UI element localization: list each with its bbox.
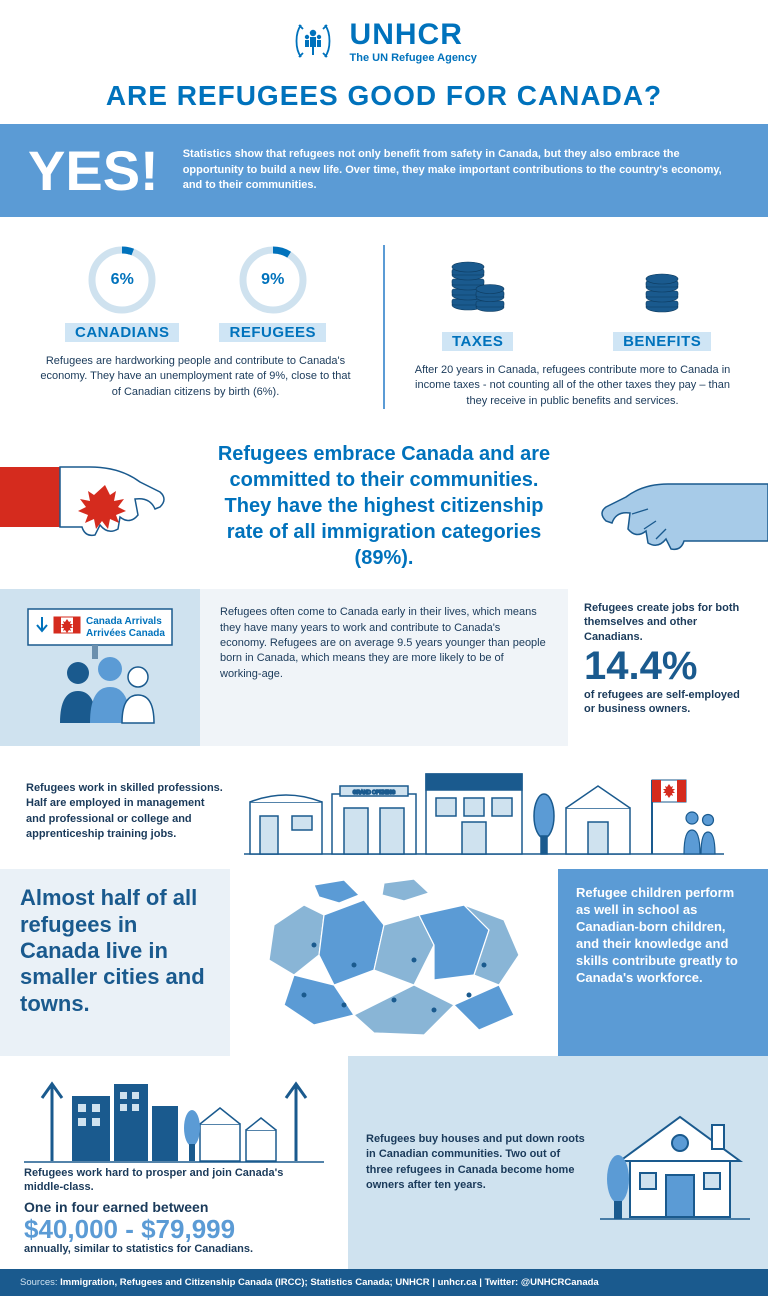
main-title: ARE REFUGEES GOOD FOR CANADA?: [0, 74, 768, 124]
intro-text: Statistics show that refugees not only b…: [183, 147, 740, 193]
skilled-professions-text: Refugees work in skilled professions. Ha…: [26, 781, 226, 843]
bottom-row: Refugees work hard to prosper and join C…: [0, 1056, 768, 1269]
benefits-col: BENEFITS: [592, 245, 732, 351]
homeowner-panel: Refugees buy houses and put down roots i…: [348, 1056, 768, 1269]
org-subtitle: The UN Refugee Agency: [350, 52, 477, 64]
city-town-icon: [24, 1066, 324, 1166]
self-employed-top: Refugees create jobs for both themselves…: [584, 601, 752, 644]
taxes-stats: TAXES BENEFITS After 20 years in Canada,…: [385, 245, 732, 409]
house-icon: [600, 1103, 750, 1223]
self-employed-pct: 14.4%: [584, 646, 752, 686]
taxes-col: TAXES: [413, 245, 542, 351]
self-employed-panel: Refugees create jobs for both themselves…: [568, 589, 768, 746]
income-big: $40,000 - $79,999: [24, 1215, 324, 1244]
map-row: Almost half of all refugees in Canada li…: [0, 869, 768, 1056]
canada-map-icon: [254, 875, 534, 1045]
citizenship-section: Refugees embrace Canada and are committe…: [0, 429, 768, 589]
income-t1: Refugees work hard to prosper and join C…: [24, 1166, 324, 1195]
arrivals-sign-icon: Canada Arrivals Arrivées Canada: [20, 605, 180, 725]
canada-hand-icon: [0, 437, 170, 557]
unhcr-logo-icon: [291, 19, 335, 63]
income-t2: One in four earned between: [24, 1199, 324, 1215]
citizenship-text: Refugees embrace Canada and are committe…: [204, 441, 564, 571]
arrivals-row: Canada Arrivals Arrivées Canada Refugees…: [0, 589, 768, 746]
canada-map-panel: [230, 869, 558, 1056]
sources-footer: Sources: Immigration, Refugees and Citiz…: [0, 1269, 768, 1296]
refugees-label: REFUGEES: [219, 323, 326, 342]
arrivals-sign-panel: Canada Arrivals Arrivées Canada: [0, 589, 200, 746]
smaller-cities-text: Almost half of all refugees in Canada li…: [0, 869, 230, 1056]
sign-line1: Canada Arrivals: [86, 616, 162, 627]
buildings-row: Refugees work in skilled professions. Ha…: [0, 746, 768, 869]
benefits-label: BENEFITS: [613, 332, 711, 351]
yes-banner: YES! Statistics show that refugees not o…: [0, 124, 768, 217]
stats-row: 6% CANADIANS 9% REFUGEES Refugees are h: [0, 217, 768, 429]
canadians-pct: 6%: [87, 245, 157, 315]
yes-text: YES!: [28, 138, 159, 203]
org-name: UNHCR: [350, 18, 477, 52]
canadians-label: CANADIANS: [65, 323, 180, 342]
self-employed-sub: of refugees are self-employed or busines…: [584, 688, 752, 717]
taxes-label: TAXES: [442, 332, 513, 351]
homeowner-text: Refugees buy houses and put down roots i…: [366, 1132, 586, 1194]
canadians-donut: 6% CANADIANS: [65, 245, 180, 342]
coin-stack-icon: [640, 245, 684, 317]
sources-label: Sources:: [20, 1277, 58, 1288]
buildings-street-icon: GRAND OPENING: [244, 764, 724, 859]
sign-line2: Arrivées Canada: [86, 628, 165, 639]
infographic-page: UNHCR The UN Refugee Agency ARE REFUGEES…: [0, 0, 768, 1296]
header-logo: UNHCR The UN Refugee Agency: [0, 0, 768, 74]
income-panel: Refugees work hard to prosper and join C…: [0, 1056, 348, 1269]
coin-stack-icon: [448, 245, 508, 317]
sources-text: Immigration, Refugees and Citizenship Ca…: [60, 1277, 599, 1288]
svg-text:GRAND OPENING: GRAND OPENING: [353, 790, 396, 796]
unemployment-desc: Refugees are hardworking people and cont…: [36, 354, 355, 400]
unemployment-stats: 6% CANADIANS 9% REFUGEES Refugees are h: [36, 245, 385, 409]
children-school-text: Refugee children perform as well in scho…: [558, 869, 768, 1056]
arrivals-mid-text: Refugees often come to Canada early in t…: [200, 589, 568, 746]
income-t3: annually, similar to statistics for Cana…: [24, 1243, 324, 1255]
taxes-desc: After 20 years in Canada, refugees contr…: [413, 363, 732, 409]
blue-hand-icon: [598, 459, 768, 559]
refugees-pct: 9%: [238, 245, 308, 315]
refugees-donut: 9% REFUGEES: [219, 245, 326, 342]
